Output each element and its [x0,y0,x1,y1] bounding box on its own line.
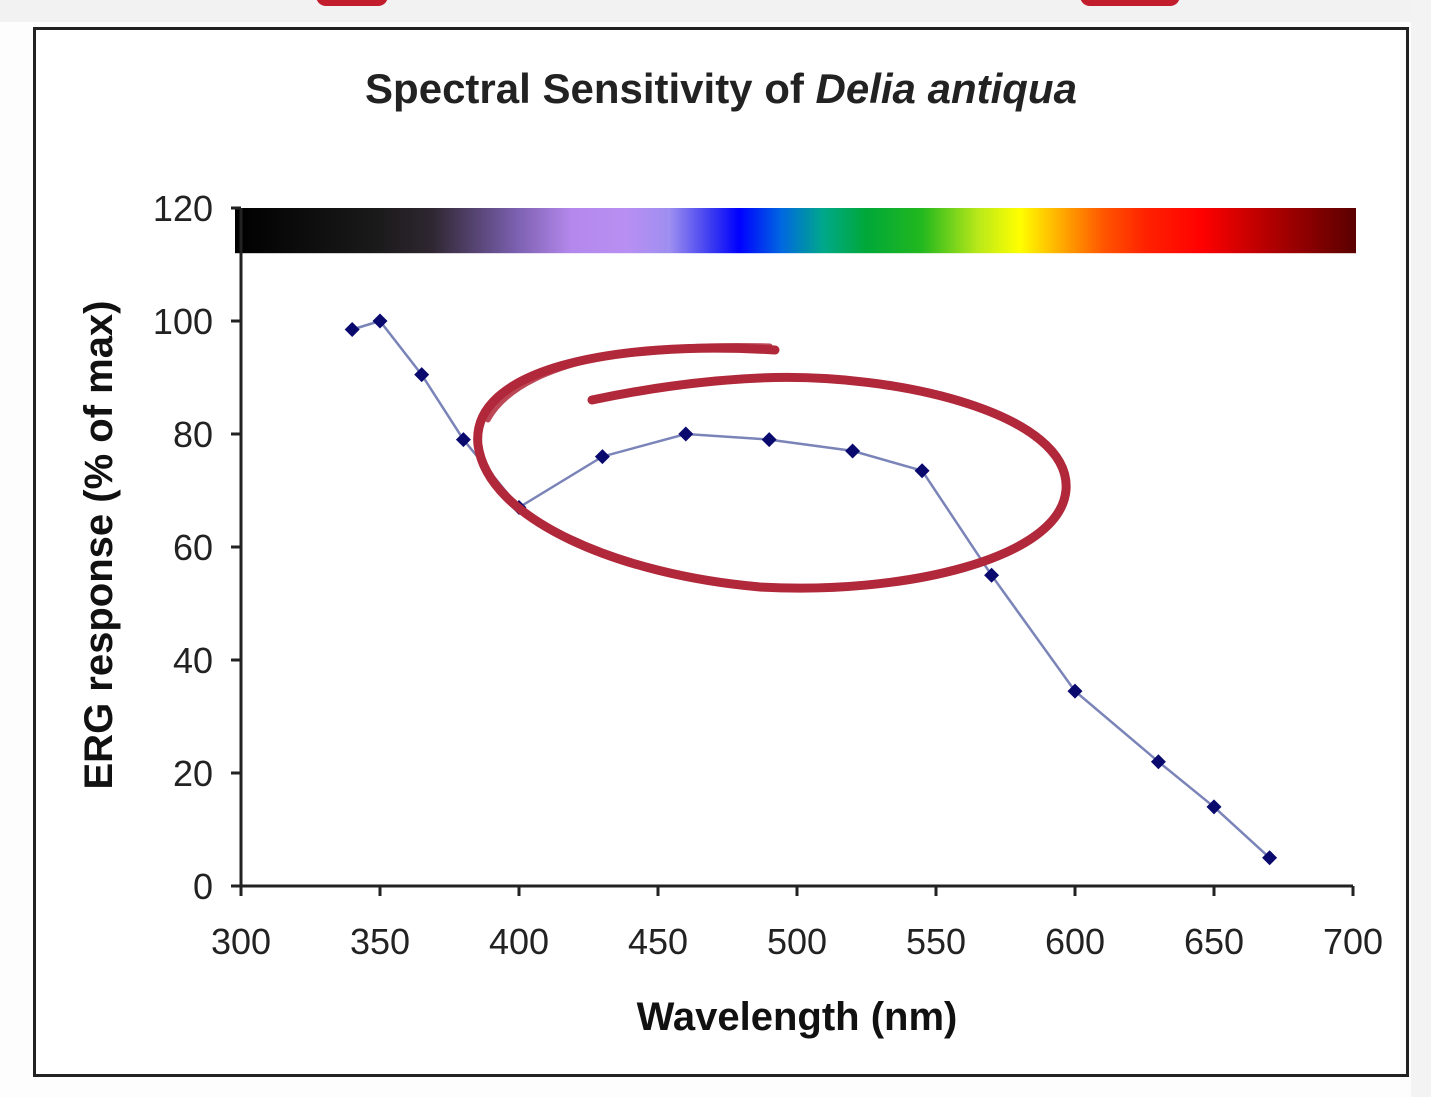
data-point-marker [1206,799,1222,815]
x-tick-label: 450 [628,921,688,962]
data-point-marker [761,432,777,448]
y-tick-label: 80 [173,414,213,455]
y-tick-label: 40 [173,640,213,681]
x-tick-label: 350 [350,921,410,962]
data-point-marker [845,443,861,459]
data-point-marker [414,367,430,383]
x-tick-label: 400 [489,921,549,962]
data-point-marker [1262,850,1278,866]
annotation-ellipse-stroke [473,343,1071,593]
y-tick-label: 100 [153,301,213,342]
x-tick-label: 600 [1045,921,1105,962]
y-tick-label: 20 [173,753,213,794]
data-point-marker [984,567,1000,583]
x-tick-label: 300 [211,921,271,962]
chart-title-species: Delia antiqua [816,65,1077,112]
x-tick-label: 500 [767,921,827,962]
y-tick-label: 0 [193,866,213,907]
chart-title: Spectral Sensitivity of Delia antiqua [365,65,1077,112]
y-tick-label: 60 [173,527,213,568]
data-point-marker [678,426,694,442]
x-tick-label: 550 [906,921,966,962]
data-point-marker [914,463,930,479]
series-group [344,313,1278,866]
axes-group: 0 20 40 60 80 100 120 300 350 400 450 500 550 600 650 7… [153,188,1383,962]
data-point-marker [1150,754,1166,770]
x-tick-label: 650 [1184,921,1244,962]
chart-title-prefix: Spectral Sensitivity of [365,65,815,112]
top-edge-strip [0,0,1431,22]
data-point-marker [344,321,360,337]
y-axis-title: ERG response (% of max) [77,300,121,789]
data-point-marker [455,432,471,448]
annotation-group [473,343,1071,593]
data-point-marker [1067,683,1083,699]
top-red-mark-right [1080,0,1180,6]
y-tick-label: 120 [153,188,213,229]
data-point-marker [594,449,610,465]
spectrum-color-bar [235,208,1356,254]
annotation-ellipse-overlap [485,343,773,423]
data-point-marker [372,313,388,329]
right-edge-shadow [1411,0,1431,1097]
chart-frame [33,27,1409,1077]
top-red-mark-left [316,0,388,6]
x-tick-label: 700 [1323,921,1383,962]
x-axis-title: Wavelength (nm) [637,995,958,1039]
